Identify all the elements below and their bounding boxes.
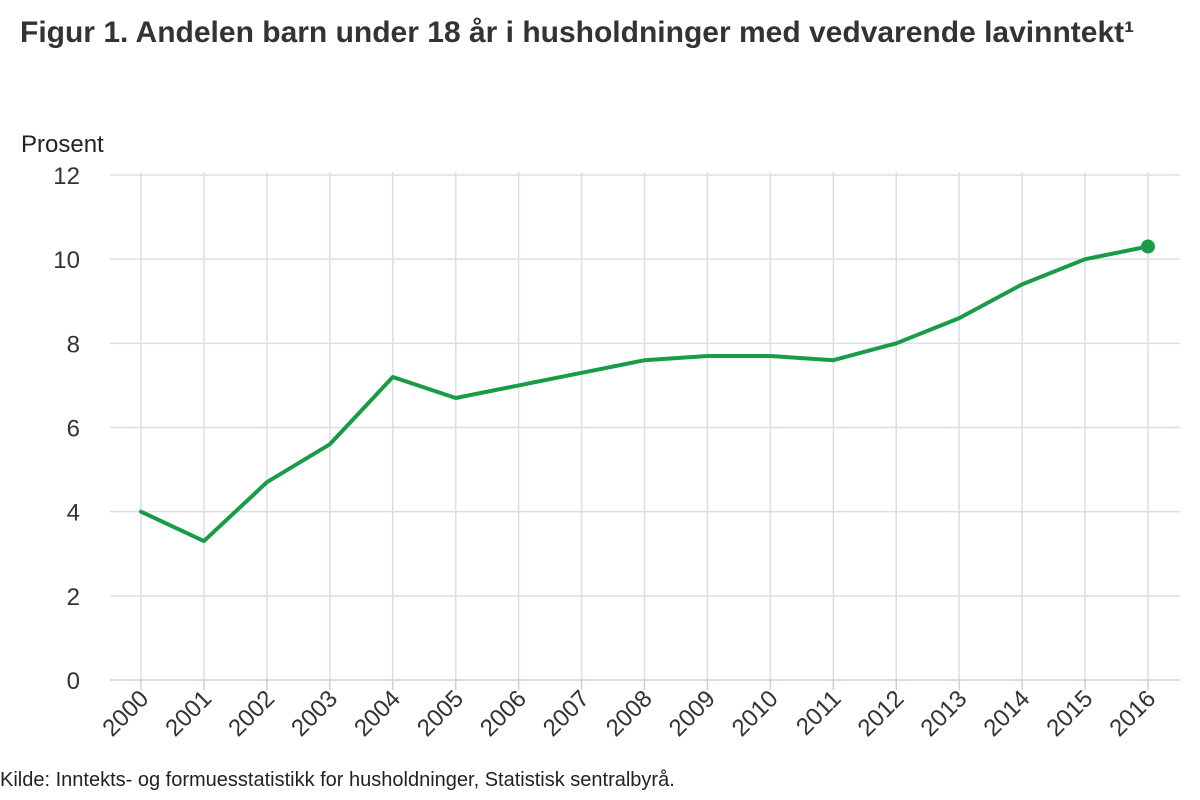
x-tick-labels: 2000 2001 2002 2003 2004 2005 2006 2007 2008 2009…: [97, 685, 1161, 742]
x-tick-label: 2010: [727, 685, 784, 742]
y-tick-labels: 0 2 4 6 8 10 12: [53, 163, 80, 695]
data-point: [391, 375, 395, 379]
series-layer: [139, 239, 1155, 544]
chart-title: Figur 1. Andelen barn under 18 år i hush…: [20, 16, 1135, 49]
x-tick-label: 2014: [979, 685, 1036, 742]
data-point: [768, 354, 772, 358]
x-tick-label: 2006: [475, 685, 532, 742]
x-tick-label: 2012: [853, 685, 910, 742]
x-tick-label: 2011: [791, 685, 847, 741]
x-tick-label: 2000: [97, 685, 154, 742]
y-tick-label: 4: [67, 500, 80, 527]
x-tick-label: 2007: [538, 685, 595, 742]
data-point: [265, 480, 269, 484]
y-tick-label: 8: [67, 331, 80, 358]
x-tick-label: 2009: [664, 685, 721, 742]
y-tick-label: 2: [67, 584, 80, 611]
y-tick-label: 6: [67, 416, 80, 443]
data-point: [202, 539, 206, 543]
data-point: [831, 358, 835, 362]
data-point: [454, 396, 458, 400]
data-point: [705, 354, 709, 358]
y-tick-label: 10: [53, 247, 80, 274]
data-point: [894, 341, 898, 345]
x-tick-label: 2002: [223, 685, 280, 742]
data-point: [1083, 257, 1087, 261]
x-tick-label: 2015: [1041, 685, 1098, 742]
data-point: [957, 316, 961, 320]
x-tick-label: 2016: [1104, 685, 1161, 742]
y-tick-label: 0: [67, 668, 80, 695]
last-point-marker: [1141, 239, 1155, 254]
x-tick-label: 2001: [160, 685, 217, 742]
data-point: [643, 358, 647, 362]
x-tick-label: 2003: [286, 685, 343, 742]
x-tick-label: 2004: [349, 685, 406, 742]
x-tick-label: 2008: [601, 685, 658, 742]
source-note: Kilde: Inntekts- og formuesstatistikk fo…: [0, 769, 675, 791]
x-axis: [110, 679, 1180, 690]
x-gridlines: [140, 172, 1149, 680]
x-tick-label: 2013: [916, 685, 973, 742]
data-point: [580, 371, 584, 375]
series-line: [139, 244, 1150, 544]
data-point: [517, 383, 521, 387]
x-tick-label: 2005: [412, 685, 469, 742]
y-tick-label: 12: [53, 163, 80, 190]
data-point: [328, 442, 332, 446]
y-axis-label: Prosent: [21, 131, 104, 158]
data-point: [139, 510, 143, 514]
data-point: [1020, 282, 1024, 286]
